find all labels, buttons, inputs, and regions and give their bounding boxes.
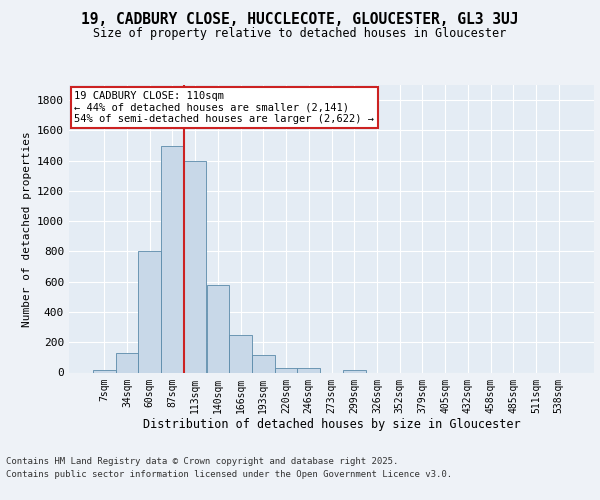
Bar [184, 160, 206, 372]
Text: Size of property relative to detached houses in Gloucester: Size of property relative to detached ho… [94, 28, 506, 40]
Bar [116, 353, 139, 372]
Bar [343, 370, 365, 372]
Bar [252, 355, 275, 372]
Bar [229, 334, 252, 372]
Bar [275, 368, 298, 372]
X-axis label: Distribution of detached houses by size in Gloucester: Distribution of detached houses by size … [143, 418, 520, 431]
Bar [93, 370, 116, 372]
Text: 19, CADBURY CLOSE, HUCCLECOTE, GLOUCESTER, GL3 3UJ: 19, CADBURY CLOSE, HUCCLECOTE, GLOUCESTE… [81, 12, 519, 28]
Text: 19 CADBURY CLOSE: 110sqm
← 44% of detached houses are smaller (2,141)
54% of sem: 19 CADBURY CLOSE: 110sqm ← 44% of detach… [74, 91, 374, 124]
Y-axis label: Number of detached properties: Number of detached properties [22, 131, 32, 326]
Text: Contains HM Land Registry data © Crown copyright and database right 2025.: Contains HM Land Registry data © Crown c… [6, 458, 398, 466]
Bar [139, 252, 161, 372]
Bar [161, 146, 184, 372]
Bar [298, 368, 320, 372]
Bar [206, 286, 229, 372]
Text: Contains public sector information licensed under the Open Government Licence v3: Contains public sector information licen… [6, 470, 452, 479]
